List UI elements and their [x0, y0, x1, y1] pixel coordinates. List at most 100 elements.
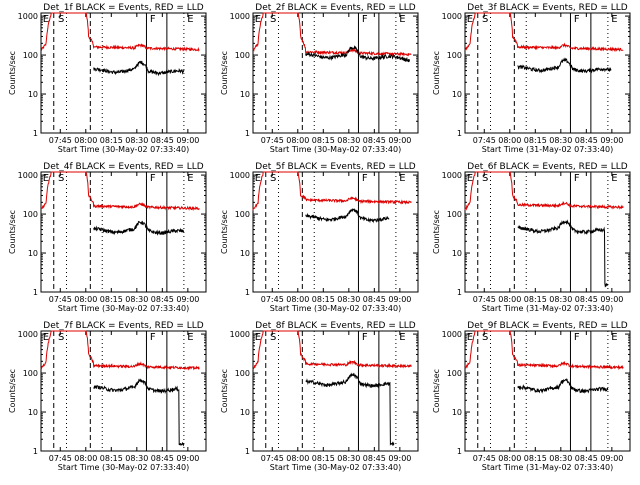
x-tick-label: 07:45 — [49, 454, 72, 463]
y-tick-label: 1000 — [18, 171, 38, 180]
series-events-line — [305, 372, 395, 446]
y-tick-label: 1 — [245, 129, 250, 138]
x-tick-label: 08:30 — [337, 295, 360, 304]
series-lld-line — [40, 171, 200, 212]
series-lld-line — [464, 171, 624, 211]
x-tick-label: 08:30 — [125, 295, 148, 304]
panel-title: Det_3f BLACK = Events, RED = LLD — [467, 3, 627, 13]
panel-6: Det_6f BLACK = Events, RED = LLD 1 10 100 10… — [432, 162, 631, 313]
panel-title: Det_2f BLACK = Events, RED = LLD — [255, 3, 415, 13]
x-tick-label: 08:15 — [100, 295, 123, 304]
x-axis-label: Start Time (30-May-02 07:33:40) — [58, 463, 189, 472]
y-tick-label: 1000 — [442, 171, 462, 180]
series-events-line — [93, 220, 185, 236]
x-tick-label: 08:45 — [151, 295, 174, 304]
series-events-line — [93, 378, 185, 447]
marker-label-s: S — [58, 173, 64, 184]
x-tick-label: 09:00 — [600, 295, 623, 304]
x-tick-label: 07:45 — [473, 136, 496, 145]
marker-label-e: E — [611, 173, 617, 184]
y-tick-label: 1000 — [18, 12, 38, 21]
panel-5: Det_5f BLACK = Events, RED = LLD 1 10 100 10… — [220, 162, 419, 313]
x-tick-label: 08:45 — [363, 295, 386, 304]
y-tick-label: 10 — [452, 408, 462, 417]
x-tick-label: 08:15 — [312, 295, 335, 304]
y-tick-label: 1 — [457, 129, 462, 138]
x-tick-label: 08:00 — [286, 295, 309, 304]
y-tick-label: 100 — [447, 369, 462, 378]
x-axis-label: Start Time (31-May-02 07:33:40) — [482, 304, 613, 313]
plot-frame — [464, 171, 631, 293]
x-tick-label: 07:45 — [473, 454, 496, 463]
panel-title: Det_1f BLACK = Events, RED = LLD — [43, 3, 203, 13]
series-lld-line — [252, 330, 412, 370]
y-tick-label: 1 — [33, 129, 38, 138]
x-tick-label: 09:00 — [176, 454, 199, 463]
marker-label-e: E — [43, 173, 49, 184]
y-tick-label: 1000 — [230, 330, 250, 339]
y-tick-label: 1 — [245, 288, 250, 297]
x-tick-label: 08:30 — [125, 136, 148, 145]
marker-label-s: S — [482, 14, 488, 25]
x-tick-label: 08:15 — [524, 136, 547, 145]
y-axis-label: Counts/sec — [220, 51, 229, 95]
x-tick-label: 08:00 — [74, 136, 97, 145]
y-tick-label: 100 — [235, 369, 250, 378]
marker-label-e: E — [43, 332, 49, 343]
x-tick-label: 08:30 — [549, 454, 572, 463]
marker-label-e: E — [399, 173, 405, 184]
y-axis-label: Counts/sec — [432, 369, 441, 413]
x-tick-label: 08:45 — [575, 136, 598, 145]
y-tick-label: 1 — [33, 447, 38, 456]
marker-label-e: E — [187, 14, 193, 25]
panel-8: Det_8f BLACK = Events, RED = LLD 1 10 100 10… — [220, 321, 419, 472]
x-tick-label: 08:15 — [312, 454, 335, 463]
y-tick-label: 10 — [240, 408, 250, 417]
x-tick-label: 09:00 — [600, 454, 623, 463]
x-tick-label: 09:00 — [600, 136, 623, 145]
x-axis-label: Start Time (31-May-02 07:33:40) — [482, 463, 613, 472]
y-tick-label: 1 — [457, 447, 462, 456]
panel-title: Det_8f BLACK = Events, RED = LLD — [255, 321, 415, 331]
x-tick-label: 08:15 — [100, 136, 123, 145]
plot-frame — [252, 12, 419, 134]
marker-label-e: E — [255, 332, 261, 343]
x-tick-label: 08:15 — [524, 454, 547, 463]
x-tick-label: 09:00 — [176, 295, 199, 304]
x-tick-label: 08:30 — [549, 136, 572, 145]
y-tick-label: 10 — [452, 249, 462, 258]
panel-7: Det_7f BLACK = Events, RED = LLD 1 10 100 10… — [8, 321, 207, 472]
y-tick-label: 1000 — [442, 330, 462, 339]
x-axis-label: Start Time (30-May-02 07:33:40) — [270, 304, 401, 313]
x-tick-label: 08:45 — [575, 295, 598, 304]
x-tick-label: 09:00 — [176, 136, 199, 145]
marker-label-e: E — [467, 14, 473, 25]
plot-frame — [252, 171, 419, 293]
x-axis-label: Start Time (31-May-02 07:33:40) — [482, 145, 613, 154]
marker-label-e: E — [255, 14, 261, 25]
plot-frame — [40, 171, 207, 293]
y-tick-label: 10 — [28, 90, 38, 99]
x-tick-label: 08:00 — [498, 454, 521, 463]
y-tick-label: 10 — [240, 90, 250, 99]
x-tick-label: 08:00 — [286, 454, 309, 463]
y-tick-label: 1 — [245, 447, 250, 456]
y-axis-label: Counts/sec — [432, 210, 441, 254]
y-tick-label: 100 — [235, 210, 250, 219]
x-tick-label: 08:30 — [125, 454, 148, 463]
y-tick-label: 10 — [28, 408, 38, 417]
y-tick-label: 1000 — [18, 330, 38, 339]
series-lld-line — [40, 12, 200, 52]
y-tick-label: 1000 — [442, 12, 462, 21]
marker-label-e: E — [467, 332, 473, 343]
x-axis-label: Start Time (30-May-02 07:33:40) — [58, 145, 189, 154]
panel-title: Det_6f BLACK = Events, RED = LLD — [467, 162, 627, 172]
marker-label-s: S — [270, 14, 276, 25]
x-tick-label: 08:45 — [363, 454, 386, 463]
marker-label-e: E — [187, 332, 193, 343]
marker-label-s: S — [482, 173, 488, 184]
marker-label-f: F — [362, 173, 368, 184]
series-lld-line — [40, 330, 200, 371]
plot-frame — [464, 330, 631, 452]
